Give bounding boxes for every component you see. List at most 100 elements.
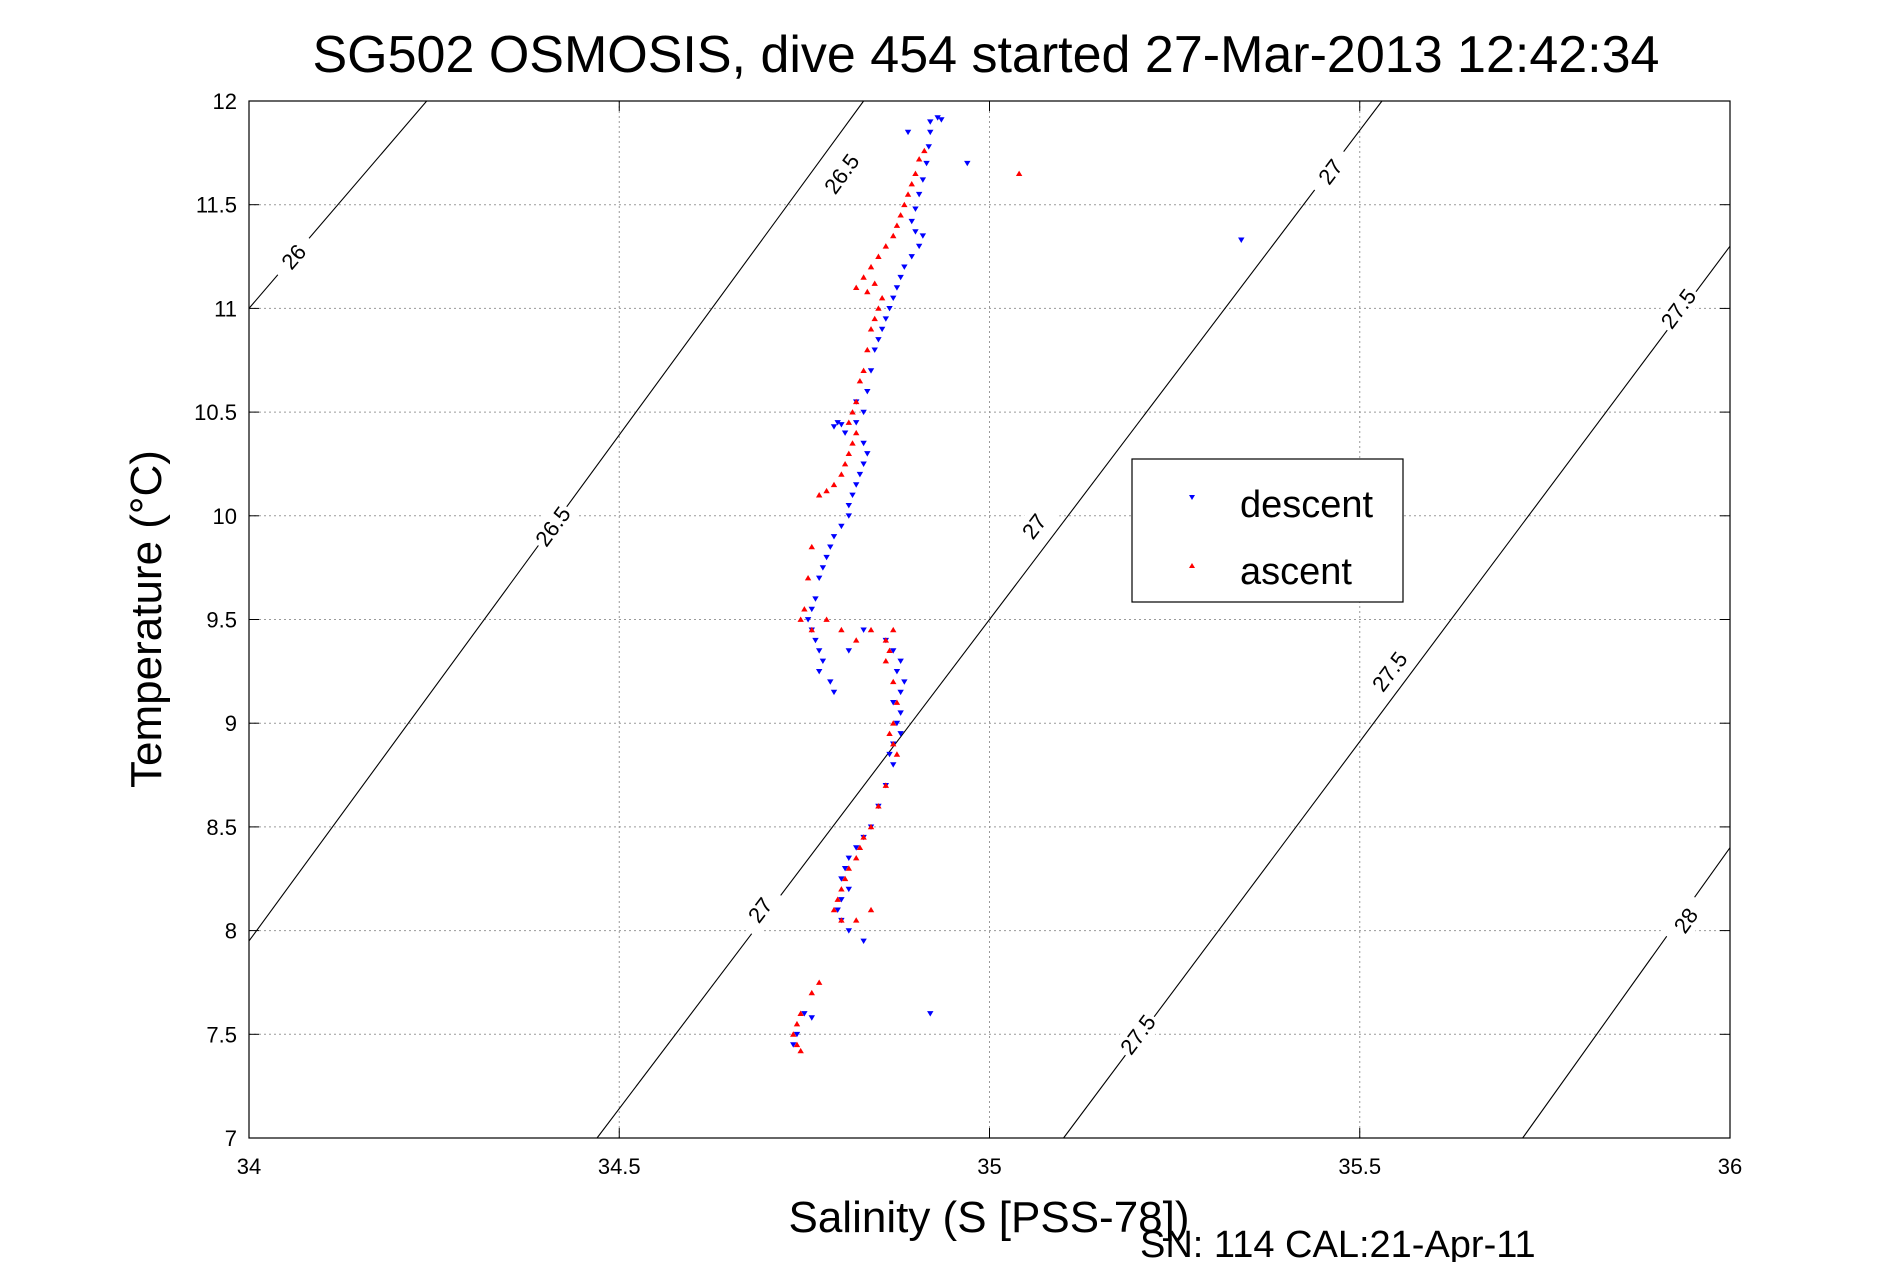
data-point-descent	[890, 700, 897, 706]
data-point-descent	[801, 1011, 808, 1017]
data-point-descent	[890, 648, 897, 654]
data-point-ascent	[871, 315, 878, 322]
data-point-ascent	[912, 170, 919, 176]
data-point-descent	[834, 420, 841, 426]
data-point-descent	[808, 606, 815, 613]
data-point-ascent	[808, 543, 815, 550]
contour-label-backdrop	[1652, 280, 1704, 337]
data-point-ascent	[882, 243, 890, 249]
density-contour-line	[596, 100, 1383, 1139]
data-point-ascent	[845, 865, 853, 871]
data-point-descent	[897, 731, 904, 737]
y-tick-label: 8	[225, 919, 237, 944]
data-point-descent	[901, 264, 908, 270]
data-point-ascent	[797, 1010, 804, 1016]
data-point-descent	[897, 710, 904, 716]
data-point-descent	[925, 144, 932, 150]
data-point-descent	[867, 368, 875, 374]
data-point-descent	[830, 424, 838, 430]
data-point-descent	[790, 1042, 797, 1048]
data-point-ascent	[882, 637, 890, 643]
x-axis-ticks: 34 34.5 35 35.5 36	[237, 101, 1742, 1179]
data-point-descent	[812, 596, 819, 602]
data-point-ascent	[893, 751, 901, 757]
data-point-ascent	[853, 855, 860, 861]
data-point-descent	[893, 720, 901, 727]
data-point-descent	[964, 160, 971, 167]
data-point-ascent	[860, 834, 867, 840]
data-point-ascent	[897, 212, 904, 218]
contour-label-backdrop	[267, 229, 320, 284]
data-point-descent	[838, 897, 845, 903]
data-point-descent	[819, 658, 827, 664]
legend: descent ascent	[1131, 458, 1404, 603]
data-point-descent	[815, 575, 823, 582]
data-point-descent	[893, 285, 901, 291]
data-point-ascent	[893, 222, 901, 228]
data-point-descent	[927, 1011, 934, 1017]
data-point-descent	[897, 658, 904, 664]
data-point-ascent	[841, 460, 849, 467]
data-point-ascent	[834, 896, 841, 902]
data-point-ascent	[856, 844, 864, 851]
data-point-descent	[841, 430, 849, 436]
data-point-descent	[927, 129, 934, 136]
data-point-ascent	[804, 575, 812, 581]
data-point-ascent	[838, 471, 845, 477]
data-point-descent	[838, 523, 845, 530]
data-point-ascent	[1015, 170, 1023, 176]
x-tick-label: 35	[977, 1154, 1001, 1179]
data-point-ascent	[867, 263, 875, 270]
x-axis-label: Salinity (S [PSS-78])	[788, 1193, 1189, 1242]
data-point-descent	[878, 326, 886, 333]
data-point-descent	[860, 461, 867, 467]
legend-box	[1131, 458, 1404, 603]
data-point-descent	[882, 316, 890, 322]
data-point-ascent	[808, 626, 815, 633]
data-point-descent	[830, 534, 838, 540]
data-point-ascent	[890, 678, 897, 685]
data-point-ascent	[838, 886, 845, 892]
data-point-ascent	[875, 803, 882, 809]
contour-label-backdrop	[527, 498, 579, 554]
data-point-ascent	[801, 606, 808, 612]
data-point-ascent	[901, 201, 908, 208]
data-point-descent	[849, 492, 856, 499]
data-point-descent	[812, 637, 819, 644]
data-point-descent	[853, 420, 860, 426]
data-point-ascent	[882, 782, 890, 788]
data-point-ascent	[790, 1031, 797, 1037]
legend-label-descent: descent	[1240, 484, 1374, 526]
data-point-descent	[919, 233, 927, 239]
data-point-descent	[875, 337, 882, 343]
data-point-descent	[919, 177, 927, 183]
density-contour-line	[1063, 245, 1731, 1139]
data-point-ascent	[893, 699, 901, 705]
data-point-ascent	[921, 147, 928, 154]
data-point-ascent	[890, 626, 897, 633]
data-point-ascent	[867, 326, 875, 332]
data-point-ascent	[878, 295, 886, 301]
data-point-ascent	[849, 440, 856, 446]
data-point-descent	[864, 451, 871, 457]
data-point-ascent	[853, 398, 860, 405]
y-tick-label: 11.5	[196, 193, 237, 218]
data-point-ascent	[830, 481, 838, 488]
data-point-descent	[886, 306, 893, 312]
data-point-descent	[808, 1015, 815, 1021]
data-point-descent	[893, 668, 901, 675]
data-point-ascent	[815, 492, 823, 498]
data-point-descent	[938, 117, 945, 123]
data-points	[790, 115, 1245, 1054]
y-tick-label: 8.5	[206, 815, 237, 840]
data-point-ascent	[908, 180, 915, 187]
data-point-descent	[804, 617, 812, 623]
data-point-descent	[823, 554, 830, 561]
data-point-descent	[845, 886, 853, 893]
data-point-ascent	[860, 367, 867, 374]
data-point-descent	[912, 229, 919, 235]
data-point-ascent	[793, 1041, 801, 1048]
data-point-ascent	[838, 626, 845, 633]
data-point-descent	[860, 627, 867, 633]
y-axis-ticks: 7 7.5 8 8.5 9 9.5 10 10.5 11 11.5 12	[194, 89, 1730, 1151]
